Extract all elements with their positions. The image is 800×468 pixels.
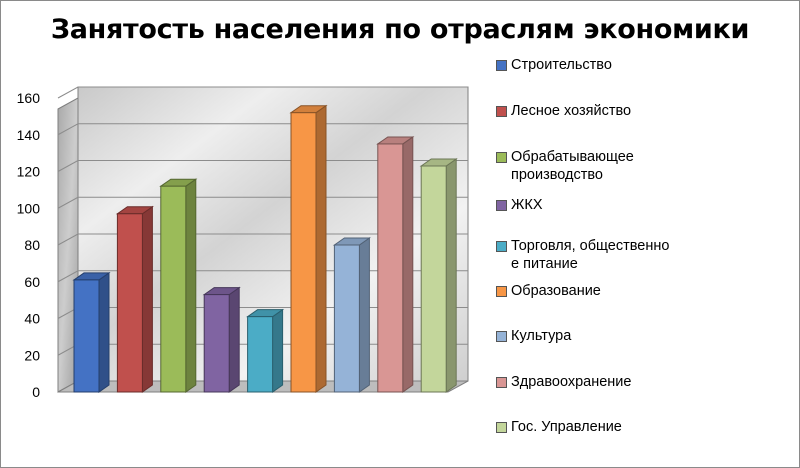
y-tick-label: 40 (24, 311, 40, 327)
bar-1 (72, 271, 111, 393)
bar-side (272, 308, 284, 393)
legend-item: Торговля, общественно е питание (496, 237, 671, 273)
legend-label: ЖКХ (511, 196, 671, 214)
bar-front (116, 213, 143, 393)
legend-label: Культура (511, 327, 671, 345)
legend-label-line: Культура (511, 328, 572, 344)
legend-label-line: производство (511, 167, 603, 183)
gridline (57, 123, 468, 136)
legend-label-line: Здравоохранение (511, 374, 632, 390)
y-tick-label: 60 (24, 274, 40, 290)
legend-label-line: Обрабатывающее (511, 149, 634, 165)
y-tick-label: 100 (17, 200, 41, 216)
y-tick-label: 20 (24, 347, 40, 363)
legend-swatch (496, 200, 507, 211)
legend-item: Лесное хозяйство (496, 102, 671, 120)
bar-9 (419, 158, 458, 393)
legend-item: ЖКХ (496, 196, 671, 214)
bar-side (315, 104, 327, 393)
bar-front (73, 279, 100, 393)
bar-7 (332, 237, 371, 393)
legend-label: Обрабатывающее производство (511, 148, 671, 184)
bar-side (358, 237, 370, 393)
legend-swatch (496, 152, 507, 163)
bar-side (228, 286, 240, 393)
legend-item: Гос. Управление (496, 418, 671, 436)
legend-swatch (496, 106, 507, 117)
legend-label-line: ЖКХ (511, 197, 543, 213)
bar-3 (159, 178, 198, 393)
legend-label: Гос. Управление (511, 418, 671, 436)
legend-swatch (496, 331, 507, 342)
bar-side (185, 178, 197, 393)
legend-label-line: Гос. Управление (511, 419, 622, 435)
y-axis-ticks: 0 20 40 60 80 100 120 140 160 (17, 90, 41, 400)
legend-label: Торговля, общественно е питание (511, 237, 671, 273)
legend-swatch (496, 60, 507, 71)
gridline (57, 196, 468, 209)
bar-side (98, 271, 110, 393)
legend-swatch (496, 422, 507, 433)
legend-label: Строительство (511, 56, 671, 74)
legend-swatch (496, 286, 507, 297)
bar-front (377, 143, 404, 393)
legend-item: Здравоохранение (496, 373, 671, 391)
legend-item: Обрабатывающее производство (496, 148, 671, 184)
legend-label-line: Строительство (511, 57, 612, 73)
legend-swatch (496, 377, 507, 388)
legend-label-line: Образование (511, 283, 601, 299)
y-tick-label: 140 (17, 127, 41, 143)
bar-4 (202, 286, 241, 393)
y-tick-label: 120 (17, 164, 41, 180)
bar-side (402, 135, 414, 393)
gridline (57, 160, 468, 172)
chart-title: Занятость населения по отраслям экономик… (50, 14, 750, 45)
bar-front (290, 112, 317, 393)
y-tick-label: 0 (32, 384, 40, 400)
legend-swatch (496, 241, 507, 252)
legend-label: Лесное хозяйство (511, 102, 671, 120)
legend-label-line: Торговля, общественно (511, 238, 670, 254)
legend-label-line: Лесное хозяйство (511, 103, 632, 119)
bar-front (420, 165, 447, 393)
gridline (57, 233, 468, 246)
bar-front (160, 185, 187, 393)
legend-item: Строительство (496, 56, 671, 74)
y-tick-label: 80 (24, 237, 40, 253)
bar-5 (246, 308, 285, 393)
bar-side (141, 205, 153, 393)
bar-side (445, 158, 457, 393)
bar-6 (289, 104, 328, 393)
legend-item: Культура (496, 327, 671, 345)
bars (72, 104, 458, 393)
bar-front (333, 244, 360, 393)
bar-front (247, 316, 274, 393)
legend-label: Образование (511, 282, 671, 300)
legend-label: Здравоохранение (511, 373, 671, 391)
legend-label-line: е питание (511, 256, 578, 272)
y-tick-label: 160 (17, 90, 41, 106)
bar-8 (376, 135, 415, 393)
bar-2 (115, 205, 154, 393)
bar-front (203, 294, 230, 393)
legend-item: Образование (496, 282, 671, 300)
gridline (57, 86, 468, 99)
